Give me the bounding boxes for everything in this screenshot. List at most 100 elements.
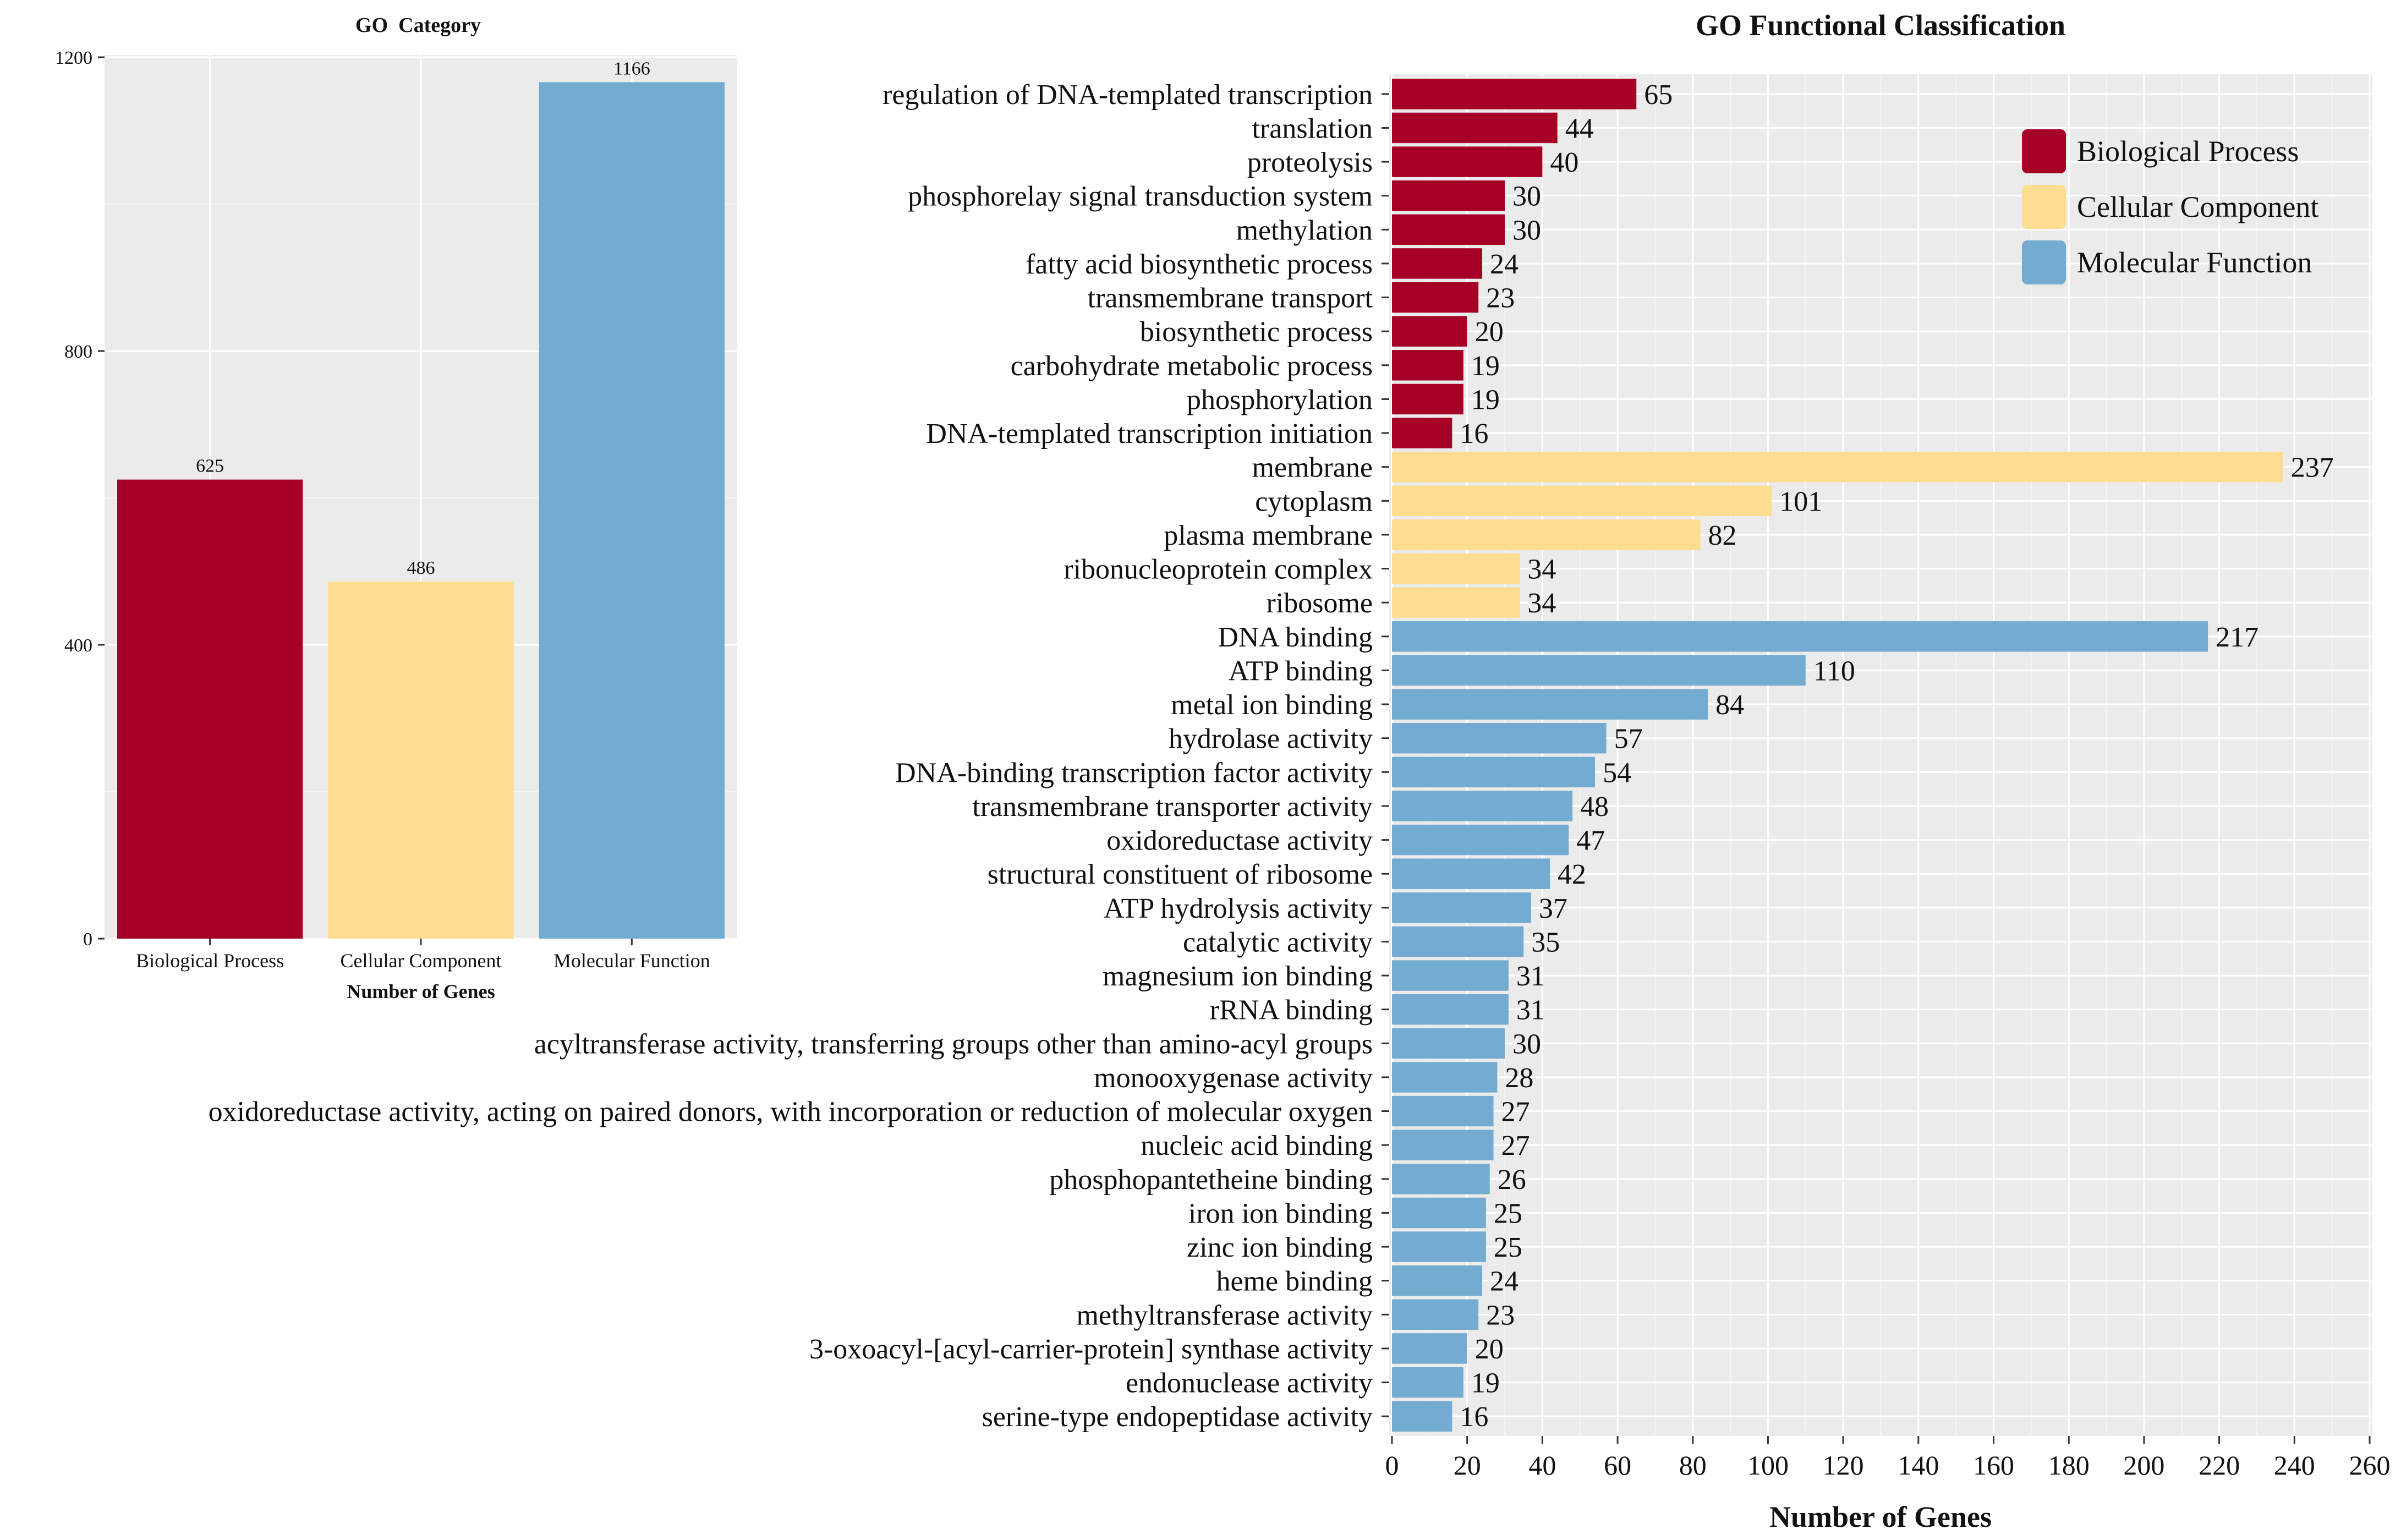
- functional-bar: [1392, 1095, 1494, 1127]
- functional-x-tick-label: 140: [1898, 1450, 1939, 1481]
- functional-term-label: translation: [1252, 113, 1373, 144]
- category-chart-title: GO Category: [355, 14, 481, 37]
- functional-term-label: iron ion binding: [1188, 1198, 1373, 1229]
- functional-term-label: structural constituent of ribosome: [988, 859, 1373, 890]
- functional-term-label: ribonucleoprotein complex: [1064, 554, 1373, 585]
- category-x-tick-label: Cellular Component: [341, 950, 502, 972]
- functional-bar: [1392, 824, 1569, 856]
- functional-bar: [1392, 248, 1483, 279]
- functional-bar-value-label: 42: [1558, 859, 1586, 890]
- functional-bar-value-label: 27: [1501, 1097, 1530, 1128]
- category-y-tick-label: 0: [83, 929, 92, 950]
- functional-term-label: transmembrane transport: [1088, 283, 1373, 314]
- functional-bar-value-label: 84: [1715, 689, 1744, 721]
- legend-label: Cellular Component: [2077, 190, 2318, 223]
- functional-bar: [1392, 1062, 1498, 1093]
- functional-bar-value-label: 25: [1494, 1198, 1522, 1229]
- functional-bar-value-label: 34: [1527, 554, 1556, 585]
- functional-bar-value-label: 31: [1516, 961, 1545, 992]
- functional-x-tick-label: 120: [1823, 1450, 1864, 1481]
- functional-x-ticks: 0 20 40 60 80 100 120 140 160 180 200 220 240 260: [1385, 1436, 2391, 1481]
- functional-term-label: fatty acid biosynthetic process: [1026, 249, 1373, 280]
- functional-term-label: ATP hydrolysis activity: [1104, 893, 1373, 924]
- functional-term-label: heme binding: [1216, 1266, 1373, 1297]
- functional-term-label: transmembrane transporter activity: [972, 791, 1373, 823]
- functional-bar: [1392, 791, 1573, 821]
- functional-term-label: proteolysis: [1247, 147, 1373, 178]
- functional-x-tick-label: 40: [1528, 1450, 1556, 1481]
- functional-x-tick-label: 200: [2123, 1450, 2164, 1481]
- functional-term-label: methylation: [1236, 215, 1373, 246]
- category-x-tick-label: Biological Process: [136, 950, 284, 972]
- functional-term-label: oxidoreductase activity, acting on paire…: [209, 1097, 1373, 1128]
- functional-bar: [1392, 722, 1607, 754]
- functional-term-label: phosphopantetheine binding: [1049, 1164, 1373, 1196]
- functional-bar: [1392, 485, 1772, 517]
- functional-bar: [1392, 1299, 1479, 1330]
- functional-term-label: membrane: [1252, 452, 1373, 484]
- functional-bar: [1392, 1265, 1483, 1296]
- functional-bar: [1392, 1028, 1505, 1059]
- functional-x-tick-label: 100: [1747, 1450, 1789, 1481]
- functional-bar: [1392, 553, 1520, 584]
- functional-bar: [1392, 689, 1708, 720]
- functional-bar-value-label: 20: [1475, 316, 1504, 348]
- functional-bar-value-label: 28: [1505, 1062, 1533, 1094]
- functional-term-label: metal ion binding: [1171, 689, 1373, 721]
- functional-bar-value-label: 19: [1471, 350, 1500, 382]
- functional-term-label: monooxygenase activity: [1094, 1062, 1373, 1094]
- functional-bar-value-label: 37: [1539, 893, 1567, 924]
- functional-bar-value-label: 57: [1614, 724, 1643, 755]
- category-y-tick-label: 800: [64, 342, 92, 362]
- functional-bar-value-label: 35: [1531, 927, 1560, 958]
- functional-term-label: magnesium ion binding: [1103, 961, 1373, 992]
- legend-label: Molecular Function: [2077, 246, 2312, 279]
- functional-bar: [1392, 655, 1806, 686]
- functional-term-label: biosynthetic process: [1140, 316, 1373, 348]
- functional-x-axis-title: Number of Genes: [1769, 1500, 1992, 1533]
- functional-bar: [1392, 316, 1467, 347]
- functional-x-tick-label: 240: [2274, 1450, 2315, 1481]
- functional-bar-value-label: 30: [1512, 1028, 1541, 1060]
- functional-bar: [1392, 418, 1452, 448]
- functional-bar-value-label: 30: [1512, 215, 1541, 246]
- functional-bar: [1392, 994, 1509, 1025]
- functional-x-tick-label: 60: [1604, 1450, 1631, 1481]
- functional-bar: [1392, 112, 1558, 144]
- functional-term-label: methyltransferase activity: [1076, 1300, 1373, 1331]
- functional-bar-value-label: 40: [1550, 147, 1578, 178]
- category-y-tick-label: 400: [64, 635, 92, 656]
- functional-bar-value-label: 26: [1498, 1164, 1526, 1196]
- functional-bar-value-label: 25: [1494, 1232, 1522, 1263]
- category-bar-value-label: 1166: [613, 58, 650, 79]
- category-bar: [539, 82, 725, 939]
- category-bar: [328, 582, 514, 939]
- functional-bar: [1392, 282, 1479, 313]
- functional-bar-value-label: 23: [1486, 283, 1515, 314]
- legend-swatch: [2022, 185, 2066, 229]
- functional-term-label: serine-type endopeptidase activity: [982, 1401, 1373, 1433]
- functional-term-label: plasma membrane: [1164, 520, 1373, 551]
- functional-bar: [1392, 519, 1701, 550]
- legend-label: Biological Process: [2077, 135, 2299, 168]
- category-chart: GO Category 625 486 1166 0 400 800 1200 Biolo…: [55, 14, 737, 1002]
- category-x-labels: Biological Process Cellular Component Mole…: [136, 939, 710, 972]
- legend-swatch: [2022, 240, 2066, 284]
- functional-term-label: oxidoreductase activity: [1106, 825, 1373, 857]
- functional-bar: [1392, 858, 1550, 889]
- functional-bar-value-label: 30: [1512, 181, 1541, 212]
- functional-x-tick-label: 220: [2199, 1450, 2240, 1481]
- functional-term-label: DNA binding: [1218, 622, 1373, 653]
- functional-bar: [1392, 1231, 1486, 1262]
- functional-bar-value-label: 48: [1580, 791, 1609, 823]
- functional-term-label: hydrolase activity: [1169, 724, 1373, 755]
- functional-bar-value-label: 24: [1490, 249, 1519, 280]
- functional-bar-value-label: 34: [1527, 588, 1556, 619]
- functional-chart: GO Functional Classification 65 regulatio…: [209, 9, 2391, 1533]
- functional-term-label: endonuclease activity: [1126, 1368, 1373, 1399]
- functional-term-label: regulation of DNA-templated transcriptio…: [882, 79, 1373, 111]
- functional-bar-value-label: 65: [1644, 79, 1673, 111]
- functional-term-label: carbohydrate metabolic process: [1011, 350, 1373, 382]
- functional-x-tick-label: 160: [1973, 1450, 2014, 1481]
